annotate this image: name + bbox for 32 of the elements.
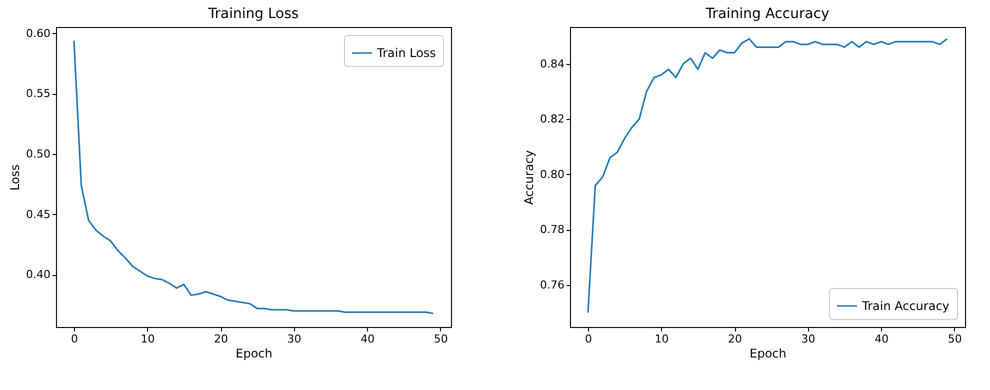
y-tick-label: 0.82 <box>540 112 564 126</box>
chart-title: Training Accuracy <box>704 6 830 22</box>
y-tick-label: 0.55 <box>26 87 50 100</box>
x-tick-label: 50 <box>948 332 962 346</box>
chart-title: Training Loss <box>207 6 299 22</box>
x-axis-title: Epoch <box>750 346 786 360</box>
y-axis-title: Loss <box>8 164 22 191</box>
y-tick-label: 0.60 <box>26 26 50 40</box>
line-series <box>587 38 948 314</box>
x-tick-label: 20 <box>728 332 742 346</box>
y-tick-label: 0.50 <box>26 148 50 161</box>
x-tick-label: 0 <box>584 332 592 346</box>
x-tick-label: 30 <box>287 332 302 346</box>
x-tick-label: 20 <box>214 332 228 346</box>
legend-label: Train Loss <box>376 46 436 60</box>
x-tick-label: 50 <box>434 332 448 346</box>
x-axis-title: Epoch <box>236 346 272 360</box>
y-tick-label: 0.80 <box>540 168 564 181</box>
y-tick-label: 0.84 <box>540 57 564 70</box>
x-tick-label: 10 <box>654 332 669 346</box>
legend-label: Train Accuracy <box>861 299 950 313</box>
y-tick-label: 0.78 <box>540 223 564 236</box>
x-tick-label: 30 <box>801 332 816 346</box>
y-tick-label: 0.45 <box>26 208 50 221</box>
x-tick-label: 0 <box>70 332 78 346</box>
x-tick-label: 10 <box>140 332 155 346</box>
y-tick-label: 0.40 <box>26 268 50 282</box>
y-tick-label: 0.76 <box>540 278 564 292</box>
x-tick-label: 40 <box>874 332 889 346</box>
x-tick-label: 40 <box>360 332 375 346</box>
y-axis-title: Accuracy <box>522 150 536 205</box>
line-series <box>73 40 434 314</box>
